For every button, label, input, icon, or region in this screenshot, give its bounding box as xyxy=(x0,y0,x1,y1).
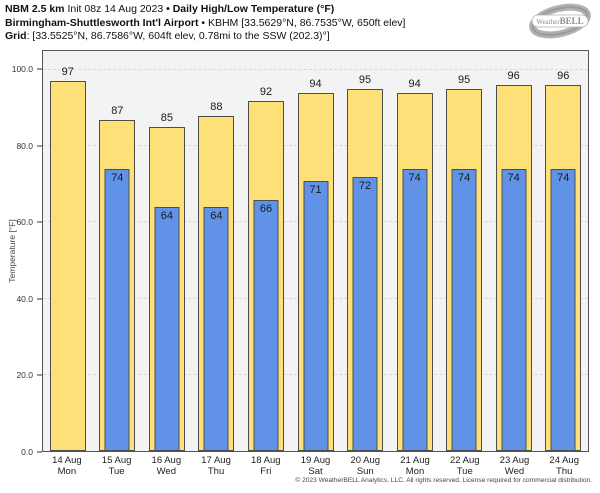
header-line-2: Birmingham-Shuttlesworth Int'l Airport •… xyxy=(5,17,405,31)
y-tick-mark xyxy=(37,451,42,453)
x-tick-date: 19 Aug xyxy=(300,455,331,466)
header-line-1: NBM 2.5 km Init 08z 14 Aug 2023 • Daily … xyxy=(5,3,405,17)
low-bar xyxy=(352,176,378,451)
header-text: • Daily High/Low Temperature (°F) xyxy=(166,3,335,15)
x-tick-day: Wed xyxy=(504,466,525,477)
x-tick-date: 14 Aug xyxy=(52,455,82,466)
x-tick-date: 17 Aug xyxy=(201,455,231,466)
low-value-label: 74 xyxy=(408,172,421,185)
low-value-label: 64 xyxy=(160,210,173,223)
low-bar xyxy=(550,169,576,451)
x-tick-date: 16 Aug xyxy=(151,455,182,466)
x-tick-label: 20 Aug Sun xyxy=(340,455,390,477)
x-tick-label: 14 Aug Mon xyxy=(42,455,92,477)
high-value-label: 97 xyxy=(61,66,74,79)
x-axis: 14 Aug Mon 15 Aug Tue 16 Aug Wed 17 Aug Thu 18 A… xyxy=(42,455,589,477)
high-value-label: 85 xyxy=(160,112,173,125)
header-line-3: Grid: [33.5525°N, 86.7586°W, 604ft elev,… xyxy=(5,30,405,44)
x-tick-label: 23 Aug Wed xyxy=(490,455,540,477)
header-text: Grid xyxy=(5,30,27,42)
low-bar xyxy=(303,180,328,451)
y-tick-label: 100.0 xyxy=(11,64,33,75)
x-tick-day: Sat xyxy=(308,466,323,477)
x-tick-label: 15 Aug Tue xyxy=(92,455,142,477)
high-value-label: 92 xyxy=(259,85,273,98)
y-tick-mark xyxy=(37,298,42,300)
copyright-notice: © 2023 WeatherBELL Analytics, LLC. All r… xyxy=(295,477,592,484)
x-tick-day: Tue xyxy=(108,466,125,477)
x-tick-date: 15 Aug xyxy=(101,455,132,466)
x-tick-date: 18 Aug xyxy=(251,455,281,466)
y-tick-mark xyxy=(37,374,42,376)
gridline-100 xyxy=(43,69,588,71)
x-tick-day: Thu xyxy=(556,466,573,477)
y-tick-label: 20.0 xyxy=(16,370,33,381)
header-text: Init 08z 14 Aug 2023 xyxy=(64,3,167,15)
high-value-label: 95 xyxy=(458,74,471,87)
x-tick-label: 16 Aug Wed xyxy=(141,455,191,477)
y-axis: 0.0 20.0 40.0 60.0 80.0 100.0 xyxy=(0,50,42,457)
y-tick-mark xyxy=(37,68,42,70)
low-bar xyxy=(203,207,229,451)
high-value-label: 94 xyxy=(408,77,421,90)
high-bar xyxy=(49,81,86,451)
low-value-label: 74 xyxy=(557,172,570,185)
low-bar xyxy=(104,169,130,451)
low-value-label: 74 xyxy=(507,172,520,185)
low-bar xyxy=(402,169,428,451)
low-value-label: 72 xyxy=(358,179,372,192)
high-value-label: 96 xyxy=(507,70,520,83)
chart-header: NBM 2.5 km Init 08z 14 Aug 2023 • Daily … xyxy=(5,3,405,44)
header-text: : [33.5525°N, 86.7586°W, 604ft elev, 0.7… xyxy=(26,30,330,42)
x-tick-day: Fri xyxy=(260,466,272,477)
low-bar xyxy=(154,207,180,451)
x-tick-label: 17 Aug Thu xyxy=(191,455,241,477)
low-bar xyxy=(451,169,477,451)
x-tick-date: 22 Aug xyxy=(449,455,480,466)
plot-area: 97 87 74 85 64 88 64 92 66 94 71 95 72 94 74 95 74 96 74 96… xyxy=(42,50,589,452)
header-text: Birmingham-Shuttlesworth Int'l Airport xyxy=(5,16,199,29)
high-value-label: 95 xyxy=(358,74,372,87)
x-tick-day: Thu xyxy=(207,466,225,477)
x-tick-day: Mon xyxy=(57,466,77,477)
x-tick-label: 19 Aug Sat xyxy=(291,455,341,477)
high-value-label: 88 xyxy=(210,100,223,113)
x-tick-label: 18 Aug Fri xyxy=(241,455,291,477)
high-value-label: 94 xyxy=(309,77,322,90)
y-tick-label: 60.0 xyxy=(16,217,33,228)
low-value-label: 66 xyxy=(259,202,273,215)
header-text: NBM 2.5 km xyxy=(5,3,65,15)
y-tick-mark xyxy=(37,221,42,223)
low-value-label: 74 xyxy=(458,172,471,185)
y-tick-label: 0.0 xyxy=(21,447,33,457)
y-tick-label: 40.0 xyxy=(16,293,33,304)
x-tick-day: Tue xyxy=(456,466,473,477)
x-tick-date: 21 Aug xyxy=(400,455,430,466)
low-value-label: 71 xyxy=(309,183,322,196)
y-tick-mark xyxy=(37,145,42,147)
x-tick-day: Wed xyxy=(156,466,177,477)
x-tick-day: Sun xyxy=(356,466,374,477)
x-tick-label: 22 Aug Tue xyxy=(440,455,490,477)
high-value-label: 96 xyxy=(557,70,570,83)
x-tick-label: 21 Aug Mon xyxy=(390,455,440,477)
low-bar xyxy=(253,199,279,451)
y-tick-label: 80.0 xyxy=(16,140,33,151)
x-tick-label: 24 Aug Thu xyxy=(539,455,589,477)
x-tick-date: 24 Aug xyxy=(549,455,579,466)
weatherbell-logo: WeatherBELL xyxy=(529,3,591,39)
low-value-label: 64 xyxy=(210,210,223,223)
low-bar xyxy=(501,169,527,451)
x-tick-day: Mon xyxy=(405,466,425,477)
weatherbell-logo-text: WeatherBELL xyxy=(536,16,583,26)
x-tick-date: 23 Aug xyxy=(499,455,530,466)
header-text: • KBHM [33.5629°N, 86.7535°W, 650ft elev… xyxy=(198,16,406,29)
x-tick-date: 20 Aug xyxy=(350,455,381,466)
low-value-label: 74 xyxy=(111,172,124,185)
high-value-label: 87 xyxy=(111,104,124,117)
